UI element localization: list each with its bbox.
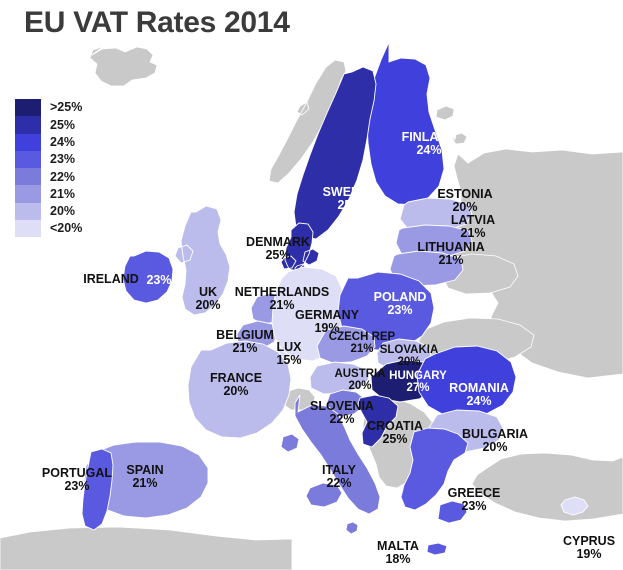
legend-swatch	[15, 220, 41, 238]
legend-item: <20%	[15, 220, 83, 238]
country-portugal[interactable]	[81, 448, 114, 531]
legend-label: 23%	[50, 152, 76, 167]
country-malta[interactable]	[345, 521, 359, 535]
legend-swatch	[15, 116, 41, 134]
legend-swatch	[15, 150, 41, 169]
landmass-north-africa	[0, 526, 293, 570]
legend-swatch	[15, 99, 41, 117]
landmass-turkey	[471, 452, 623, 522]
legend-item: >25%	[15, 99, 83, 117]
country-czech[interactable]	[316, 325, 376, 364]
landmass-north-islands	[435, 105, 468, 145]
country-finland[interactable]	[366, 41, 445, 206]
legend-label: <20%	[50, 221, 83, 236]
legend-item: 20%	[15, 202, 82, 221]
legend-item: 22%	[15, 168, 82, 186]
legend-swatch	[15, 185, 41, 203]
legend-item: 23%	[15, 150, 82, 169]
country-sweden[interactable]	[293, 66, 377, 240]
legend-swatch	[15, 168, 41, 186]
country-estonia[interactable]	[399, 197, 473, 233]
eu-countries-group	[81, 41, 589, 556]
country-ireland[interactable]	[122, 250, 174, 304]
legend-label: 20%	[50, 204, 76, 219]
page-title: EU VAT Rates 2014	[24, 6, 290, 39]
legend-label: 25%	[50, 117, 76, 132]
country-romania[interactable]	[416, 345, 517, 419]
landmass-norway	[268, 59, 347, 184]
country-uk[interactable]	[174, 205, 231, 316]
country-greece[interactable]	[400, 427, 469, 556]
legend-label: 22%	[50, 169, 76, 184]
legend-label: 21%	[50, 186, 76, 201]
country-italy[interactable]	[280, 394, 381, 515]
country-cyprus[interactable]	[560, 496, 589, 516]
landmass-iceland	[89, 45, 158, 87]
country-france[interactable]	[187, 340, 292, 439]
country-austria[interactable]	[309, 361, 370, 395]
legend-label: >25%	[50, 100, 83, 115]
country-denmark[interactable]	[280, 222, 320, 276]
legend-swatch	[15, 202, 41, 221]
country-latvia[interactable]	[395, 224, 473, 260]
legend-label: 24%	[50, 134, 76, 149]
legend-swatch	[15, 133, 41, 151]
legend-item: 25%	[15, 116, 82, 134]
legend-item: 24%	[15, 133, 82, 151]
legend: >25% 25% 24% 23% 22% 21% 20% <20%	[15, 99, 83, 238]
country-croatia[interactable]	[357, 394, 399, 448]
legend-item: 21%	[15, 185, 82, 203]
